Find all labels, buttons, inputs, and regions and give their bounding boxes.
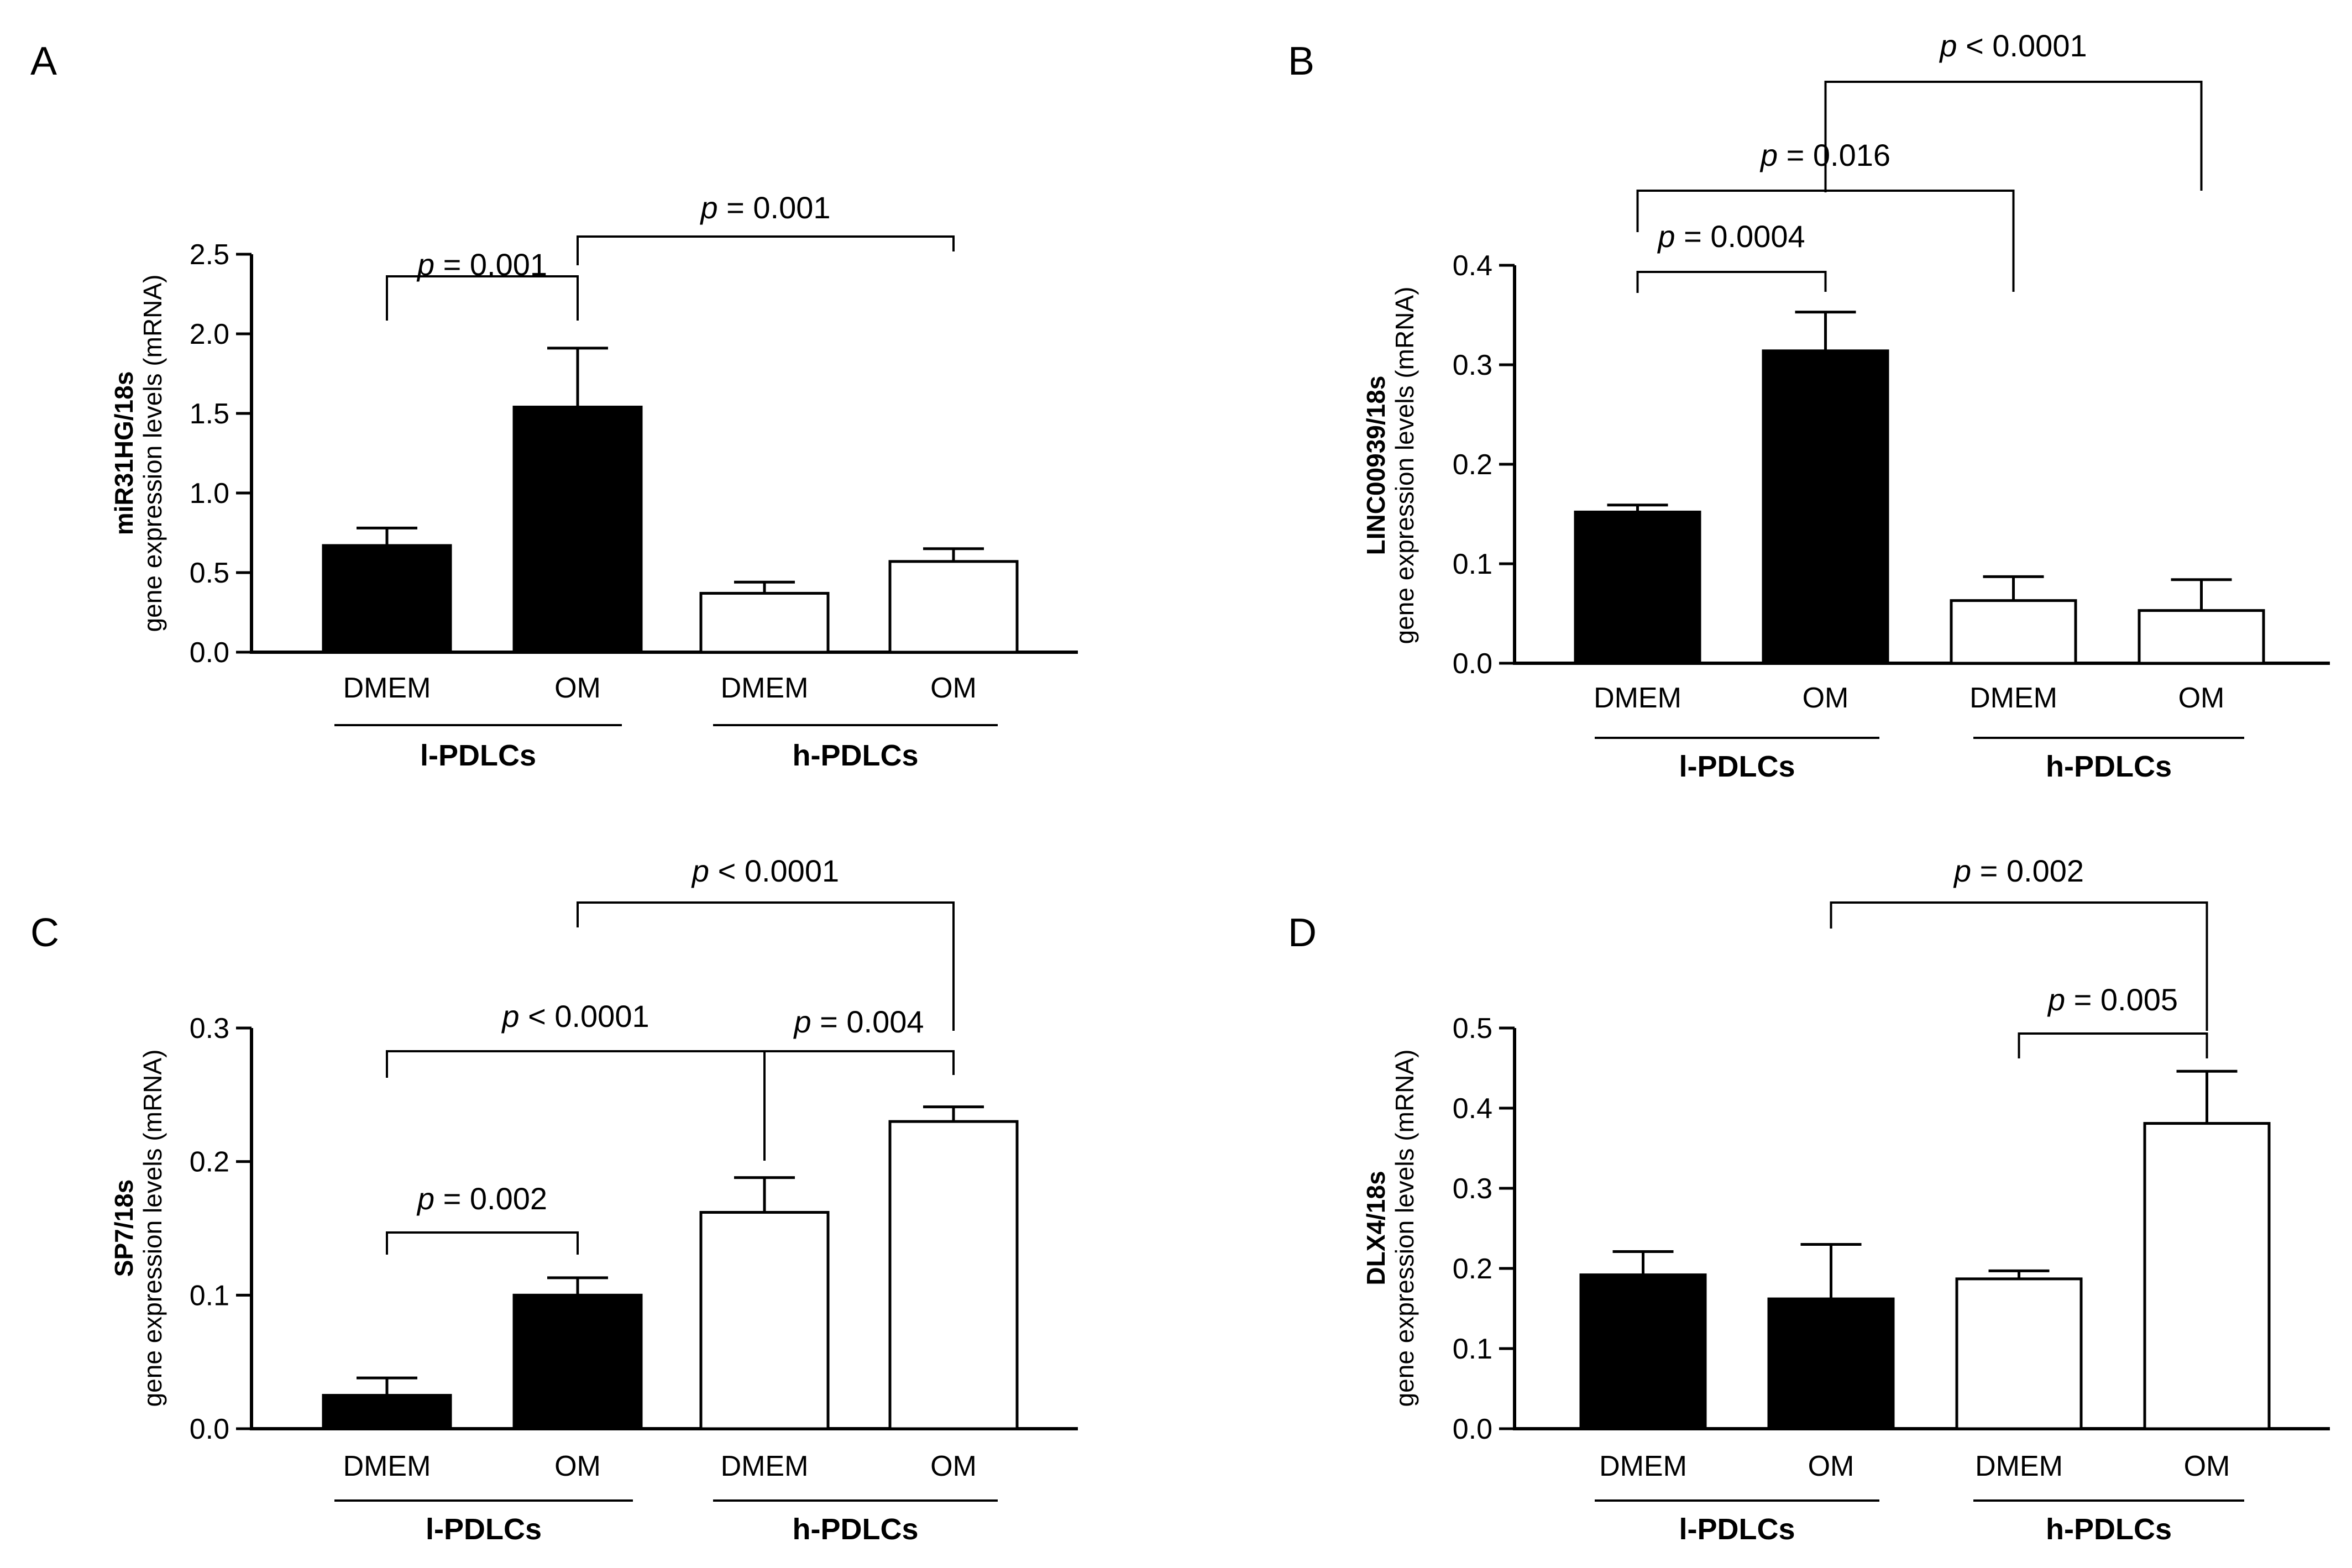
y-tick-label: 0.2 (1453, 449, 1492, 481)
category-label: DMEM (1594, 682, 1682, 714)
panel-letter: B (1288, 39, 1314, 83)
significance-bracket (577, 235, 955, 265)
panel-C: C 0.0 0.1 0.2 0.3 SP7/18sgene expression leve… (30, 853, 1078, 1546)
significance-label: p < 0.0001 (501, 999, 649, 1034)
category-label: OM (554, 1450, 601, 1482)
significance-label: p = 0.016 (1759, 138, 1890, 172)
significance-bracket (577, 901, 955, 1031)
group-label: h-PDLCs (2046, 750, 2172, 783)
y-tick-label: 0.3 (190, 1013, 229, 1045)
bar (1762, 349, 1889, 665)
y-tick-label: 0.3 (1453, 1173, 1492, 1205)
significance-label: p = 0.002 (416, 1181, 547, 1216)
y-tick-label: 0.1 (190, 1279, 229, 1312)
y-tick-label: 0.0 (190, 1413, 229, 1445)
y-axis-label: miR31HG/18sgene expression levels (mRNA) (109, 275, 167, 632)
bar (699, 591, 830, 654)
group-label: l-PDLCs (1679, 750, 1795, 783)
group-label: h-PDLCs (2046, 1513, 2172, 1546)
category-label: OM (1803, 682, 1849, 714)
significance-label: p = 0.001 (416, 247, 547, 282)
y-tick-label: 0.2 (190, 1146, 229, 1178)
bar (322, 544, 452, 654)
category-label: OM (2178, 682, 2225, 714)
y-axis-label: SP7/18sgene expression levels (mRNA) (109, 1050, 167, 1407)
group-label: l-PDLCs (1679, 1513, 1795, 1546)
bar (1574, 510, 1701, 665)
bar (1767, 1297, 1895, 1430)
category-label: DMEM (721, 672, 809, 704)
y-tick-label: 2.0 (190, 318, 229, 350)
y-tick-label: 0.3 (1453, 349, 1492, 381)
y-tick-label: 1.0 (190, 478, 229, 510)
bar (1950, 599, 2077, 665)
significance-label: p = 0.002 (1953, 853, 2084, 888)
group-label: l-PDLCs (420, 739, 536, 772)
significance-label: p = 0.001 (699, 190, 830, 225)
category-label: DMEM (343, 672, 431, 704)
bar (888, 560, 1019, 654)
significance-label: p = 0.0004 (1657, 219, 1805, 254)
bar (1579, 1273, 1707, 1430)
y-tick-label: 0.5 (1453, 1013, 1492, 1045)
y-tick-label: 0.1 (1453, 548, 1492, 580)
significance-label: p < 0.0001 (691, 853, 839, 888)
category-label: OM (930, 1450, 977, 1482)
significance-label: p < 0.0001 (1939, 28, 2087, 63)
y-tick-label: 0.2 (1453, 1253, 1492, 1285)
significance-bracket (386, 275, 579, 321)
panel-letter: A (30, 39, 57, 83)
panel-A: A 0.0 0.5 1.0 1.5 2.0 2.5 miR31HG/18sgene expre… (30, 39, 1078, 772)
category-label: OM (930, 672, 977, 704)
significance-label: p = 0.004 (793, 1004, 924, 1039)
bar (2138, 609, 2265, 665)
y-tick-label: 0.0 (1453, 648, 1492, 680)
y-tick-label: 0.4 (1453, 250, 1492, 282)
group-label: l-PDLCs (426, 1513, 542, 1546)
category-label: OM (1808, 1450, 1855, 1482)
significance-bracket (2018, 1032, 2208, 1058)
y-tick-label: 2.5 (190, 239, 229, 271)
significance-bracket (763, 1050, 955, 1161)
bar (322, 1394, 452, 1430)
category-label: DMEM (721, 1450, 809, 1482)
category-label: DMEM (1969, 682, 2057, 714)
significance-bracket (1824, 81, 2203, 192)
y-tick-label: 0.4 (1453, 1093, 1492, 1125)
category-label: OM (554, 672, 601, 704)
panel-letter: C (30, 911, 59, 955)
bar (2143, 1122, 2271, 1430)
y-tick-label: 0.5 (190, 557, 229, 589)
category-label: DMEM (1975, 1450, 2063, 1482)
y-tick-label: 1.5 (190, 398, 229, 430)
bar (512, 405, 643, 654)
y-axis-label: LINC00939/18sgene expression levels (mRN… (1361, 287, 1419, 644)
panel-letter: D (1288, 911, 1317, 955)
y-tick-label: 0.0 (1453, 1413, 1492, 1445)
panel-D: D 0.0 0.1 0.2 0.3 0.4 0.5 DLX4/18sgene expressi… (1288, 853, 2330, 1546)
category-label: DMEM (1599, 1450, 1687, 1482)
y-axis-label: DLX4/18sgene expression levels (mRNA) (1361, 1050, 1419, 1407)
category-label: OM (2184, 1450, 2230, 1482)
significance-bracket (1636, 271, 1827, 293)
bar (1955, 1277, 2083, 1430)
bar (512, 1293, 643, 1430)
y-tick-label: 0.0 (190, 637, 229, 669)
panel-B: B 0.0 0.1 0.2 0.3 0.4 LINC00939/18sgene expres… (1288, 28, 2330, 783)
group-label: h-PDLCs (793, 739, 919, 772)
significance-bracket (386, 1050, 766, 1161)
bar (699, 1211, 830, 1430)
y-tick-label: 0.1 (1453, 1333, 1492, 1365)
group-label: h-PDLCs (793, 1513, 919, 1546)
category-label: DMEM (343, 1450, 431, 1482)
significance-bracket (386, 1231, 579, 1255)
significance-label: p = 0.005 (2047, 982, 2178, 1017)
bar (888, 1120, 1019, 1430)
significance-bracket (1830, 901, 2208, 1031)
